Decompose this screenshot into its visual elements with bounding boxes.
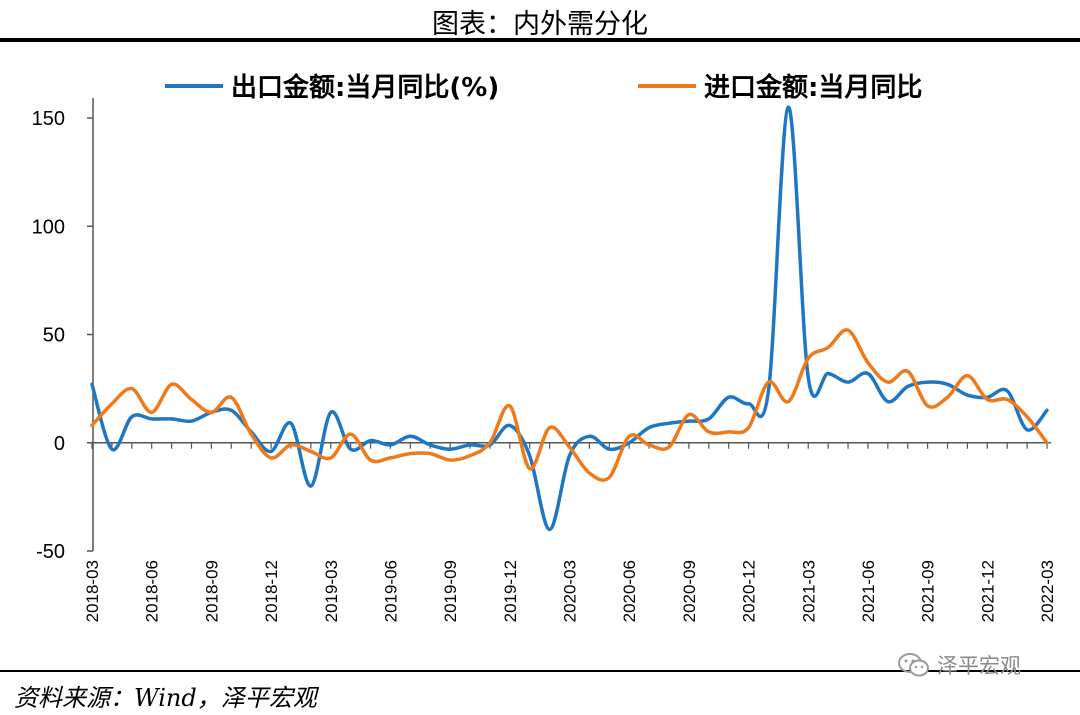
x-tick-label: 2019-09 [441, 560, 460, 622]
x-tick-label: 2022-03 [1038, 560, 1057, 622]
y-tick-label: 100 [32, 216, 65, 238]
x-tick-label: 2021-03 [799, 560, 818, 622]
legend-label: 出口金额:当月同比(%) [231, 72, 499, 103]
y-tick-label: -50 [36, 541, 65, 563]
x-tick-label: 2020-12 [740, 560, 759, 622]
x-tick-label: 2020-06 [620, 560, 639, 622]
source-note: 资料来源：Wind，泽平宏观 [14, 684, 317, 712]
x-tick-label: 2020-09 [680, 560, 699, 622]
bottom-rule [0, 670, 1080, 672]
x-tick-label: 2021-09 [919, 560, 938, 622]
x-tick-label: 2019-06 [381, 560, 400, 622]
series-lines [90, 105, 1049, 532]
line-chart: 出口金额:当月同比(%) 进口金额:当月同比 -50 0 50 100 150 2018-0… [32, 72, 1057, 622]
y-tick-label: 0 [54, 433, 65, 455]
watermark: 泽平宏观 [897, 650, 1021, 680]
x-tick-label: 2021-06 [859, 560, 878, 622]
x-tick-label: 2018-06 [143, 560, 162, 622]
legend: 出口金额:当月同比(%) 进口金额:当月同比 [165, 72, 922, 103]
page-title: 图表：内外需分化 [432, 9, 648, 40]
x-tick-label: 2021-12 [978, 560, 997, 622]
x-tick-label: 2018-03 [83, 560, 102, 622]
wechat-icon [898, 653, 929, 677]
legend-label: 进口金额:当月同比 [704, 72, 922, 103]
x-tick-label: 2019-12 [501, 560, 520, 622]
x-tick-label: 2020-03 [561, 560, 580, 622]
x-tick-label: 2018-09 [202, 560, 221, 622]
axes: -50 0 50 100 150 2018-03 2018-06 2018-09 2018-12… [32, 98, 1057, 622]
series-line-imports [90, 328, 1049, 482]
series-line-exports [90, 105, 1049, 532]
x-tick-label: 2019-03 [322, 560, 341, 622]
top-rule [0, 38, 1080, 42]
watermark-text: 泽平宏观 [937, 654, 1021, 678]
y-tick-label: 150 [32, 108, 65, 130]
x-tick-label: 2018-12 [262, 560, 281, 622]
y-tick-label: 50 [43, 325, 65, 347]
